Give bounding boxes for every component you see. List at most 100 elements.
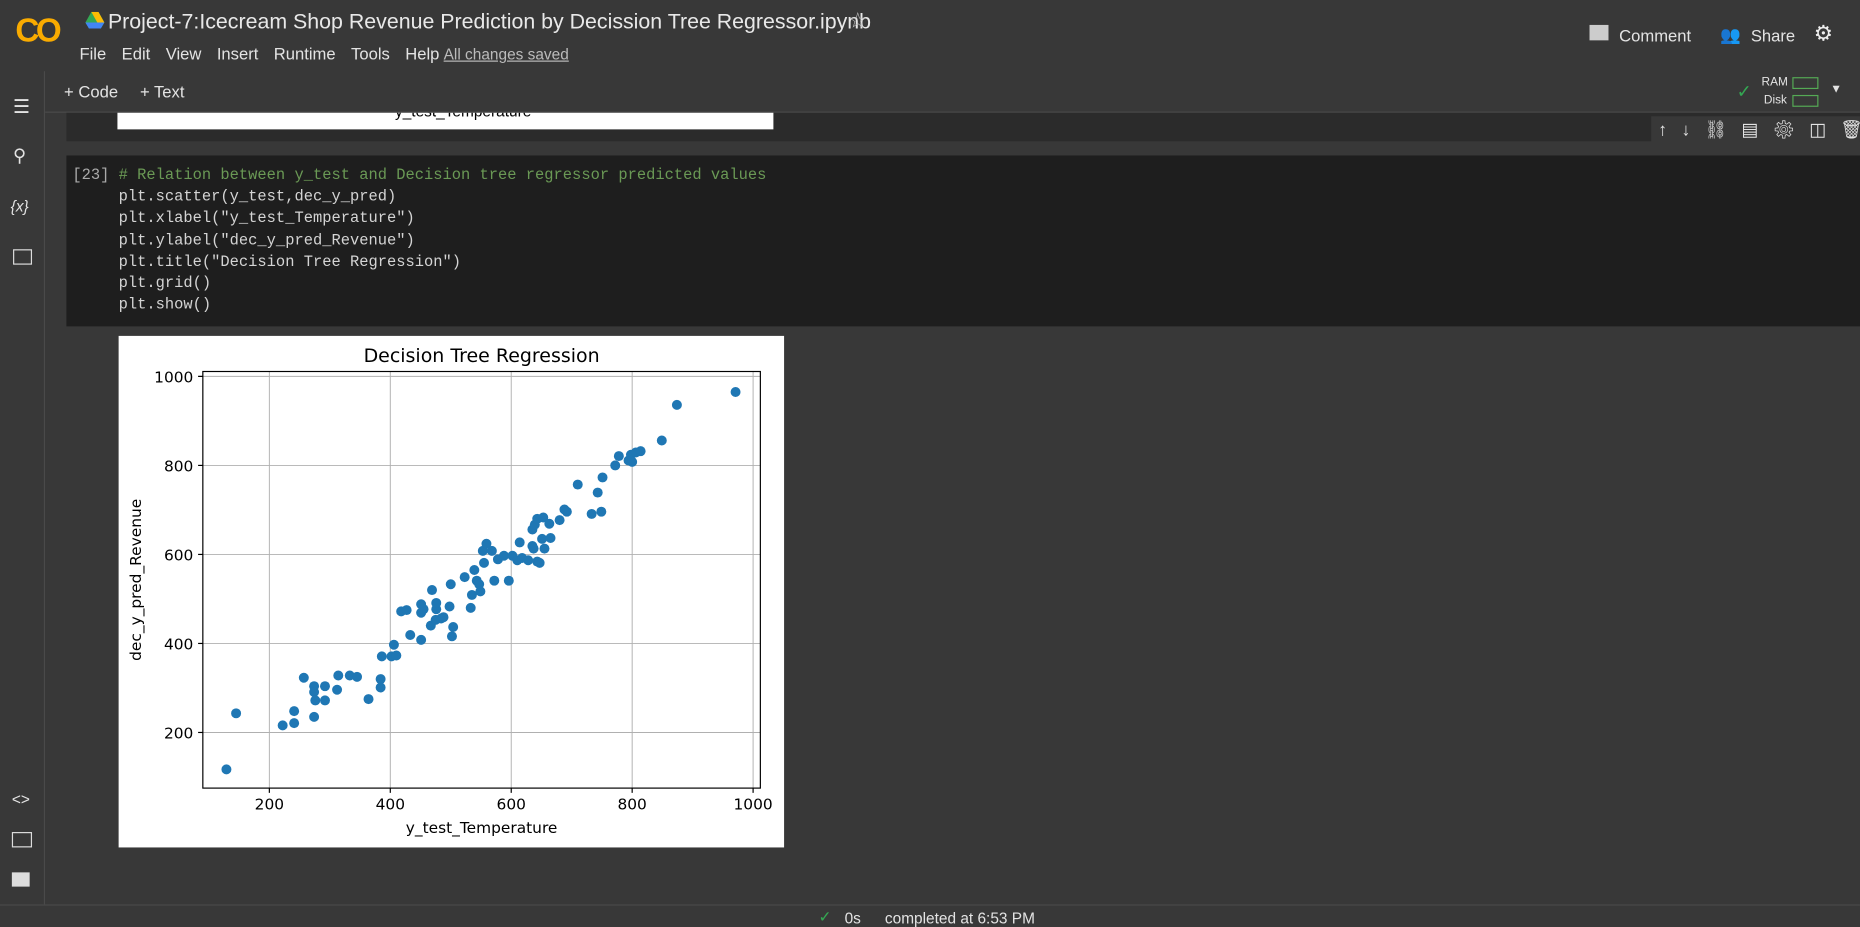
variables-icon[interactable]: {x}	[10, 197, 29, 215]
code-snippets-icon[interactable]: <>	[11, 790, 30, 809]
menu-bar: File Edit View Insert Runtime Tools Help	[79, 44, 454, 65]
scatter-point	[427, 585, 437, 596]
scatter-point	[438, 612, 449, 623]
scatter-point	[561, 506, 572, 517]
y-tick-label: 1000	[154, 368, 193, 386]
x-tick-label: 400	[376, 795, 405, 813]
search-icon[interactable]: ⚲	[13, 145, 27, 167]
scatter-chart: 200 400 600 800 1000 200 400 600 800 1000 Decision…	[127, 345, 773, 838]
code-cell: [23] # Relation between y_test and Decis…	[66, 155, 1860, 327]
scatter-point	[416, 634, 427, 645]
code-line: plt.grid()	[118, 274, 212, 292]
scatter-point	[309, 686, 320, 697]
scatter-point	[391, 650, 402, 661]
scatter-point	[459, 572, 470, 583]
code-line: plt.show()	[118, 295, 212, 314]
add-code-button[interactable]: + Code	[64, 81, 119, 101]
resources-dropdown[interactable]: ▼	[1830, 83, 1843, 97]
scatter-point	[572, 479, 583, 490]
disk-bar	[1792, 94, 1819, 107]
comment-button[interactable]: Comment	[1619, 26, 1692, 46]
scatter-point	[475, 586, 486, 597]
plot-output: 200 400 600 800 1000 200 400 600 800 1000 Decision…	[118, 335, 785, 848]
y-axis-label: dec_y_pred_Revenue	[127, 499, 146, 661]
scatter-point	[498, 550, 509, 561]
scatter-point	[656, 435, 667, 446]
toolbar: + Code + Text ✓ RAM Disk ▼	[45, 71, 1860, 113]
scatter-point	[431, 597, 442, 608]
terminal-icon[interactable]	[11, 872, 30, 887]
scatter-point	[363, 694, 374, 705]
scatter-point	[221, 764, 232, 775]
scatter-point	[289, 706, 300, 717]
scatter-point	[444, 601, 455, 612]
share-button[interactable]: Share	[1750, 26, 1796, 46]
scatter-point	[537, 533, 548, 544]
comment-icon	[1589, 24, 1609, 41]
scatter-point	[445, 579, 456, 590]
scatter-point	[298, 672, 309, 683]
scatter-point	[627, 456, 638, 467]
scatter-point	[592, 487, 603, 498]
files-icon[interactable]	[13, 249, 33, 265]
scatter-point	[596, 506, 607, 517]
scatter-point	[671, 399, 682, 410]
scatter-point	[289, 718, 300, 729]
disk-label: Disk	[1763, 93, 1787, 107]
save-status[interactable]: All changes saved	[443, 45, 569, 63]
y-tick-label: 400	[164, 635, 193, 653]
code-line: plt.xlabel("y_test_Temperature")	[118, 209, 415, 228]
code-line: plt.title("Decision Tree Regression")	[118, 252, 462, 271]
scatter-point	[489, 575, 500, 586]
star-icon[interactable]: ☆	[848, 8, 868, 33]
scatter-point	[586, 508, 597, 519]
scatter-point	[418, 604, 429, 615]
scatter-point	[486, 545, 497, 556]
scatter-point	[465, 602, 476, 613]
notebook-title[interactable]: Project-7:Icecream Shop Revenue Predicti…	[107, 9, 872, 34]
share-icon: 👥	[1719, 24, 1741, 44]
menu-item[interactable]: Tools	[351, 43, 390, 63]
previous-output: y_test_Temperature	[66, 112, 1860, 142]
scatter-point	[534, 557, 545, 568]
exec-time: 0s	[844, 909, 861, 927]
cell-toolbar: ↑↓⛓▤⚙◫🗑	[1651, 116, 1860, 145]
x-tick-label: 800	[617, 795, 646, 813]
menu-item[interactable]: Help	[405, 43, 440, 63]
scatter-point	[528, 543, 539, 554]
menu-item[interactable]: Edit	[121, 43, 151, 63]
menu-item[interactable]: View	[165, 43, 202, 63]
scatter-point	[446, 631, 457, 642]
scatter-point	[320, 695, 330, 706]
scatter-point	[466, 589, 477, 600]
settings-icon[interactable]: ⚙	[1813, 21, 1833, 46]
scatter-point	[277, 720, 288, 731]
add-code-label: Code	[78, 81, 119, 101]
status-check: ✓	[818, 907, 832, 926]
scatter-point	[503, 575, 514, 586]
scatter-point	[376, 651, 387, 662]
previous-xlabel: y_test_Temperature	[395, 113, 531, 120]
x-tick-label: 1000	[733, 795, 772, 813]
scatter-point	[375, 674, 386, 685]
execution-count: [23]	[72, 166, 110, 184]
scatter-point	[405, 630, 416, 640]
scatter-point	[544, 518, 555, 529]
cell-actions[interactable]: ↑↓⛓▤⚙◫🗑	[1658, 119, 1860, 141]
scatter-point	[613, 451, 624, 462]
toc-icon[interactable]: ☰	[13, 97, 31, 118]
menu-item[interactable]: Insert	[216, 43, 259, 63]
menu-item[interactable]: File	[79, 43, 107, 63]
y-tick-label: 800	[164, 457, 193, 475]
command-palette-icon[interactable]	[11, 832, 33, 848]
scatter-point	[545, 532, 556, 543]
x-tick-label: 200	[255, 795, 284, 813]
code-editor[interactable]: # Relation between y_test and Decision t…	[119, 165, 767, 316]
code-line: # Relation between y_test and Decision t…	[118, 166, 767, 184]
add-text-button[interactable]: + Text	[139, 81, 185, 101]
x-axis-label: y_test_Temperature	[406, 819, 558, 838]
scatter-point	[401, 605, 412, 616]
menu-item[interactable]: Runtime	[273, 43, 336, 63]
